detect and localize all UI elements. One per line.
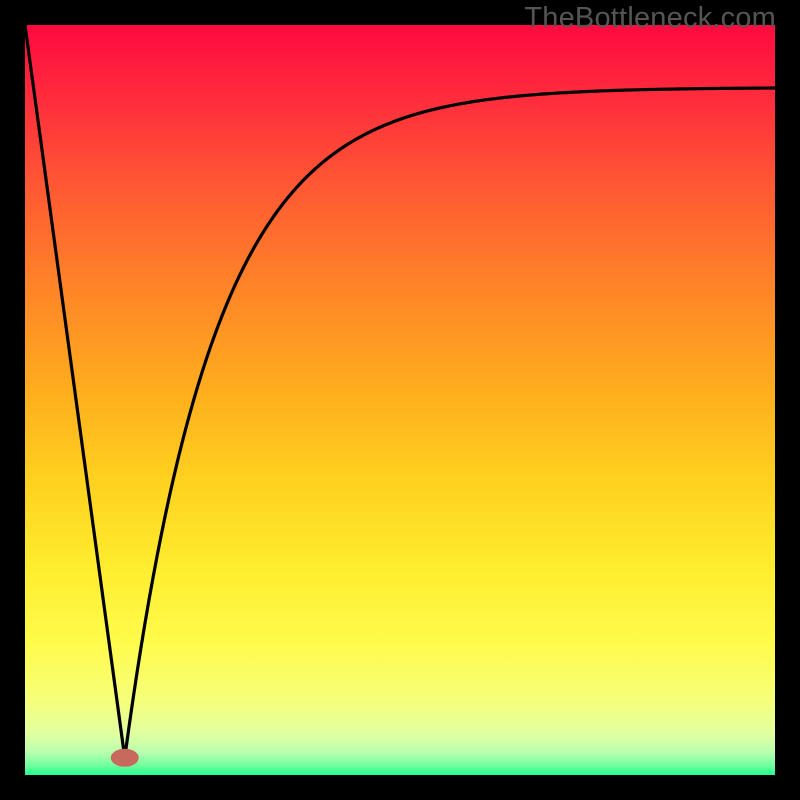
curve-layer [25,25,775,775]
min-marker [111,749,139,767]
chart-container: TheBottleneck.com [0,0,800,800]
watermark-text: TheBottleneck.com [524,2,776,35]
bottleneck-curve [25,25,775,758]
plot-area [25,25,775,775]
